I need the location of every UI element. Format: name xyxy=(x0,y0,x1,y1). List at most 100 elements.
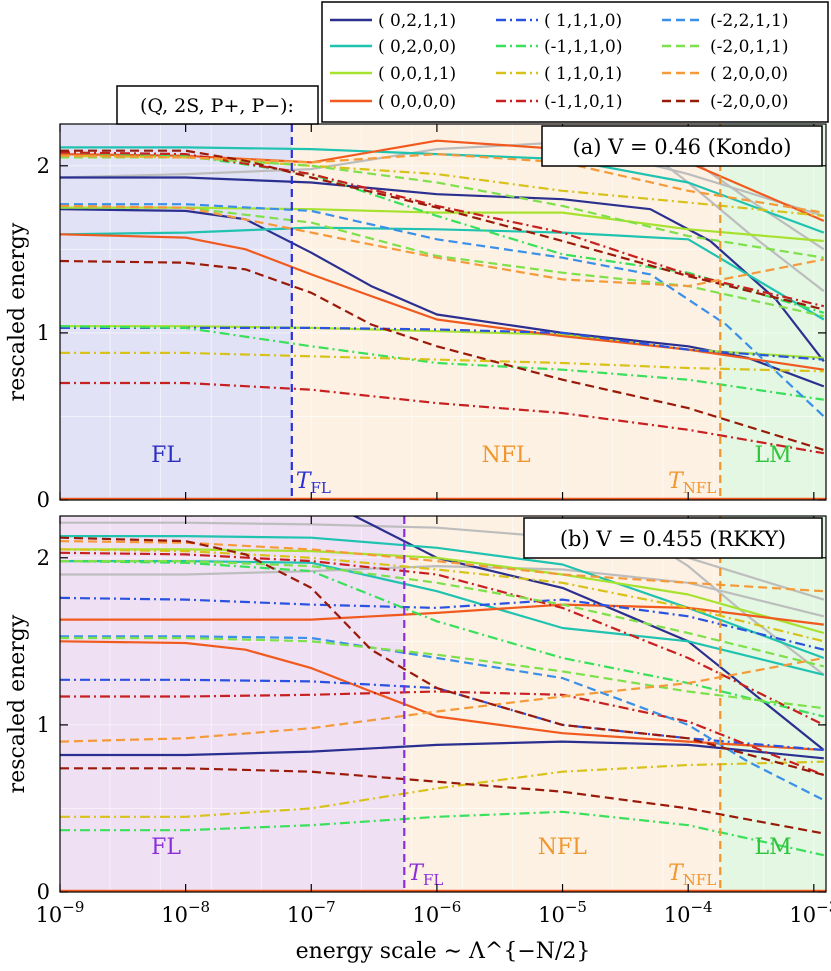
panel-b-series-line xyxy=(60,548,825,635)
panel-a-vline-label-t-nfl: TNFL xyxy=(668,469,716,497)
panel-a-series-line xyxy=(60,204,825,288)
panel-b-region-label-nfl: NFL xyxy=(538,835,588,860)
panel-a-vlines xyxy=(290,124,722,500)
legend-entry-label: ( 1,1,0,1) xyxy=(544,64,622,84)
panel-b-series-line xyxy=(60,810,825,857)
y-axis-label-a: rescaled energy xyxy=(5,222,30,401)
panel-b-series-line xyxy=(352,516,825,751)
panel-a-labels: FL NFL LM TFL TNFL xyxy=(151,443,792,497)
panel-b-series-line xyxy=(60,548,825,643)
x-axis-label: energy scale ∼ Λ^{−N/2} xyxy=(296,939,591,964)
panel-a-series-line xyxy=(60,154,824,217)
legend-entry-label: (-1,1,1,0) xyxy=(544,37,622,57)
panel-a-series-line xyxy=(60,151,825,314)
legend-title: (Q, 2S, P+, P−): xyxy=(140,95,294,117)
panel-a-series-line xyxy=(60,153,824,214)
legend-entry-label: ( 1,1,1,0) xyxy=(544,11,622,31)
legend-entries: ( 0,2,1,1) ( 0,2,0,0) ( 0,0,1,1) ( 0,0,0,0)… xyxy=(330,11,788,112)
legend-entry-label: ( 2,0,0,0) xyxy=(710,64,788,84)
x-tick-label: 10−4 xyxy=(664,898,713,927)
x-tick-label: 10−9 xyxy=(36,898,85,927)
panel-a-ticks: 0 1 2 xyxy=(37,124,826,512)
panel-b-region-label-lm: LM xyxy=(755,835,792,860)
panel-a-region-label-nfl: NFL xyxy=(481,443,531,468)
panel-b-y-tick-label: 1 xyxy=(37,713,50,737)
panel-a-series-line xyxy=(60,206,824,243)
panel-b-series-line xyxy=(60,690,825,777)
legend-entry-label: ( 0,2,0,0) xyxy=(378,37,456,57)
panel-b-grid xyxy=(60,516,826,892)
legend-box xyxy=(321,1,829,123)
panel-b-region-fl xyxy=(60,516,405,892)
legend-entry-label: (-2,2,1,1) xyxy=(710,11,788,31)
panel-a-title-box: (a) V = 0.46 (Kondo) xyxy=(541,125,823,167)
x-tick-label: 10−3 xyxy=(789,898,831,927)
legend-entry-label: (-1,1,0,1) xyxy=(544,92,622,112)
panel-b-y-tick-label: 0 xyxy=(37,880,50,904)
panel-b-vline-label-t-nfl: TNFL xyxy=(668,861,716,889)
panel-b-series-line xyxy=(60,559,825,668)
panel-b-series-line xyxy=(60,636,824,710)
x-tick-label: 10−5 xyxy=(538,898,587,927)
legend: ( 0,2,1,1) ( 0,2,0,0) ( 0,0,1,1) ( 0,0,0,0)… xyxy=(321,1,829,123)
panel-b-labels: FL NFL LM TFL TNFL xyxy=(151,835,792,889)
panel-b-series-line xyxy=(60,603,824,626)
panel-b-vlines xyxy=(403,516,722,892)
panel-b-title: (b) V = 0.455 (RKKY) xyxy=(560,527,786,551)
panel-b-title-box: (b) V = 0.455 (RKKY) xyxy=(523,517,823,559)
panel-b-series-line xyxy=(60,767,825,835)
x-tick-label: 10−7 xyxy=(287,898,336,927)
panel-b-series-line xyxy=(60,640,824,752)
panel-a-series-line xyxy=(60,176,825,362)
panel-a-region-fl xyxy=(60,124,292,500)
panel-a-series-line xyxy=(60,259,825,451)
panel-b-series-line xyxy=(60,635,825,802)
x-tick-label: 10−6 xyxy=(412,898,461,927)
panel-a-region-label-lm: LM xyxy=(755,443,792,468)
panel-b-series-line xyxy=(60,559,825,676)
panel-b-series-line xyxy=(60,656,825,743)
panel-a-series-line xyxy=(60,146,825,234)
panel-b-frame xyxy=(59,515,827,893)
panel-b-series-line xyxy=(60,596,825,651)
panel-a-series-line xyxy=(60,151,825,308)
panel-a-series-line xyxy=(60,325,824,401)
panel-b-region-lm xyxy=(720,516,826,892)
panel-a: FL NFL LM TFL TNFL 0 1 2 (a) V = 0.46 (Kondo) xyxy=(37,123,827,512)
panel-b-series-line xyxy=(60,536,825,777)
panel-a-series-line xyxy=(60,203,825,418)
panel-a-title: (a) V = 0.46 (Kondo) xyxy=(573,135,792,159)
panel-a-series-line xyxy=(60,226,825,321)
panel-a-frame xyxy=(59,123,827,501)
panel-a-series-line xyxy=(60,156,824,259)
legend-entry-label: ( 0,2,1,1) xyxy=(378,11,456,31)
panel-a-vline-label-t-fl: TFL xyxy=(296,469,331,497)
panel-a-series-line xyxy=(60,149,825,311)
x-tick-labels: 10−9 10−8 10−7 10−6 10−5 10−4 10−3 xyxy=(36,898,831,927)
panel-a-region-label-fl: FL xyxy=(151,443,181,468)
panel-b-series xyxy=(60,516,826,892)
panel-a-y-tick-label: 2 xyxy=(37,154,50,178)
panel-a-series-line xyxy=(60,381,824,455)
panel-a-y-tick-label: 1 xyxy=(37,321,50,345)
panel-b-y-tick-label: 2 xyxy=(37,546,50,570)
panel-b-series-line xyxy=(60,740,824,760)
panel-b-region-label-fl: FL xyxy=(151,835,181,860)
panel-a-series-line xyxy=(60,351,824,373)
legend-entry-label: (-2,0,0,0) xyxy=(710,92,788,112)
panel-a-y-tick-label: 0 xyxy=(37,488,50,512)
panel-b-series-line xyxy=(60,760,824,818)
legend-title-box: (Q, 2S, P+, P−): xyxy=(116,85,319,125)
x-tick-label: 10−8 xyxy=(161,898,210,927)
legend-entry-label: (-2,0,1,1) xyxy=(710,37,788,57)
panel-a-grid xyxy=(60,124,826,500)
legend-entry-label: ( 0,0,0,0) xyxy=(378,92,456,112)
panel-b-series-line xyxy=(60,551,825,726)
panel-b: FL NFL LM TFL TNFL 0 1 2 (b) V = 0.455 (RKKY) xyxy=(37,515,827,904)
panel-a-series-line xyxy=(60,141,825,217)
legend-entry-label: ( 0,0,1,1) xyxy=(378,64,456,84)
y-axis-label-b: rescaled energy xyxy=(5,614,30,793)
panel-b-vline-label-t-fl: TFL xyxy=(408,861,443,889)
panel-b-series-line xyxy=(60,564,825,618)
